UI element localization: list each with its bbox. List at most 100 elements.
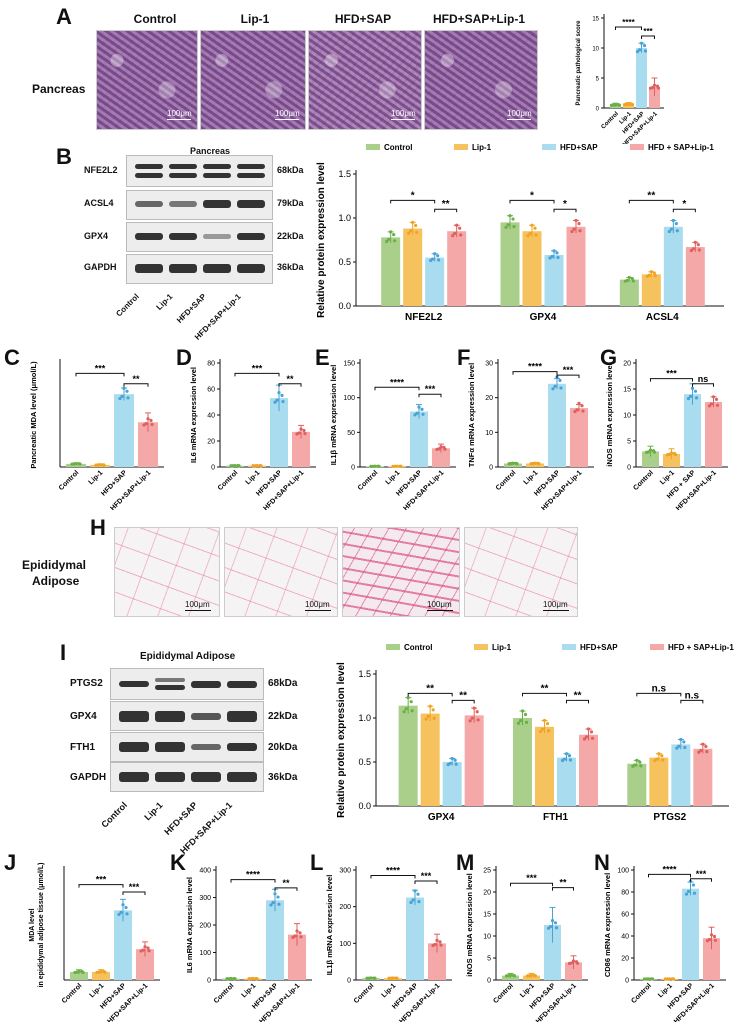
chart-i-point — [428, 704, 432, 708]
blot-b-strip-acsl4 — [126, 190, 273, 220]
chart-n-ytick-label: 100 — [617, 868, 629, 875]
chart-k-ytick-label: 300 — [199, 895, 211, 902]
chart-i-point — [699, 748, 703, 753]
blot-i-strip-ptgs2 — [110, 668, 264, 700]
chart-n-point — [713, 938, 718, 942]
chart-n-ylabel: CD86 mRNA expression level — [603, 873, 612, 977]
chart-k-point — [227, 977, 231, 981]
chart-g-point — [690, 386, 695, 390]
chart-i-bar — [627, 763, 647, 806]
chart-m-point — [550, 919, 555, 923]
chart-i-sig-bracket — [407, 692, 453, 697]
blot-i-kda-4: 36kDa — [268, 772, 298, 783]
chart-j-sig-label: *** — [96, 875, 107, 885]
blot-b-row-acsl4: ACSL4 — [84, 198, 114, 208]
chart-i-point — [424, 717, 428, 721]
chart-c-point — [72, 462, 76, 466]
chart-d-bar — [270, 398, 288, 467]
chart-i-point — [450, 756, 454, 761]
chart-j-point — [117, 912, 121, 917]
chart-d-ytick-label: 40 — [207, 413, 215, 420]
chart-b-sig-label: * — [411, 190, 415, 201]
chart-b-point — [407, 231, 411, 235]
chart-b-sig-bracket — [390, 199, 436, 204]
chart-b-legend-label: HFD + SAP+Lip-1 — [648, 143, 714, 152]
chart-n-point — [712, 934, 717, 939]
chart-b-sig-bracket — [434, 208, 458, 213]
chart-b-point — [696, 243, 700, 247]
chart-f-point — [577, 401, 581, 405]
chart-c-bar — [138, 422, 158, 467]
chart-b-ytick-label: 0.0 — [338, 301, 351, 311]
chart-i-point — [404, 707, 408, 711]
chart-n-ytick-label: 60 — [621, 912, 629, 919]
chart-n-point — [671, 977, 676, 981]
chart-i-point — [409, 700, 413, 704]
chart-k-point — [233, 977, 237, 981]
chart-n-ytick-label: 40 — [621, 934, 629, 941]
chart-f-point — [537, 462, 541, 466]
chart-f-point — [580, 404, 584, 408]
chart-d-point — [303, 432, 307, 436]
chart-b-point — [652, 271, 656, 275]
chart-b-point — [526, 234, 530, 238]
chart-i-sig-label: ** — [459, 690, 467, 701]
blot-i-row-fth1: FTH1 — [70, 742, 95, 753]
chart-b-point — [436, 254, 440, 258]
chart-c-point — [96, 463, 100, 467]
chart-g-sig-label: *** — [666, 369, 677, 379]
chart-g-sig-label: ns — [698, 374, 709, 384]
chart-n-ytick-label: 20 — [621, 956, 629, 963]
chart-a-point — [639, 41, 644, 45]
chart-b-point — [511, 217, 515, 221]
chart-k-sig-bracket — [274, 887, 298, 891]
chart-d-ytick-label: 80 — [207, 361, 215, 368]
chart-e-ytick-label: 50 — [347, 430, 355, 437]
chart-b-sig-bracket — [628, 199, 674, 204]
chart-b-point — [570, 229, 574, 234]
chart-i-point — [677, 744, 681, 748]
chart-i-ytick-label: 0.5 — [358, 757, 371, 767]
chart-b-point — [393, 239, 397, 243]
chart-i-legend-label: Control — [404, 643, 432, 652]
chart-e-sig-label: *** — [425, 384, 436, 394]
chart-n-sig-label: *** — [696, 869, 707, 879]
chart-i-legend-swatch — [474, 644, 488, 650]
chart-l-point — [438, 940, 442, 944]
chart-j-ylabel-2: in epididymal adipose tissue (μmol/L) — [38, 863, 45, 988]
blot-i-kda-3: 20kDa — [268, 742, 298, 753]
chart-i-group-label: GPX4 — [428, 812, 455, 823]
chart-a-point — [637, 48, 642, 52]
chart-n-point — [692, 891, 697, 895]
chart-e-point — [393, 464, 397, 468]
chart-d-point — [253, 464, 257, 468]
chart-m-point — [569, 961, 574, 965]
chart-i-point — [638, 760, 642, 764]
chart-c-bar — [66, 463, 86, 467]
chart-g-ytick-label: 5 — [627, 439, 631, 446]
chart-i-sig-bracket — [680, 699, 704, 704]
header-control: Control — [133, 12, 177, 26]
chart-n-xtick-label: Control — [630, 982, 653, 1005]
tissue-label-adipose: Adipose — [32, 574, 80, 588]
chart-b-point — [552, 249, 556, 253]
chart-i-point — [679, 737, 683, 742]
chart-b-point — [667, 229, 671, 234]
chart-b-bar — [447, 231, 467, 306]
blot-b-row-gpx4: GPX4 — [84, 231, 109, 241]
chart-j-point — [146, 946, 150, 950]
chart-l-point — [435, 938, 439, 942]
chart-e-xtick-label: HFD+SAP+Lip-1 — [403, 469, 446, 510]
chart-k-sig-label: **** — [246, 870, 261, 880]
chart-k-sig-label: ** — [282, 878, 290, 888]
chart-j-sig-label: *** — [129, 882, 140, 892]
chart-b-group-label: NFE2L2 — [405, 312, 443, 323]
chart-b-bar — [425, 257, 445, 306]
chart-a-ytick-label: 10 — [592, 47, 599, 53]
chart-i-point — [538, 729, 543, 734]
chart-i-point — [660, 754, 664, 758]
chart-n-point — [709, 933, 714, 937]
chart-b-point — [453, 231, 457, 236]
chart-m-point — [527, 974, 532, 978]
chart-j-point — [97, 970, 101, 974]
